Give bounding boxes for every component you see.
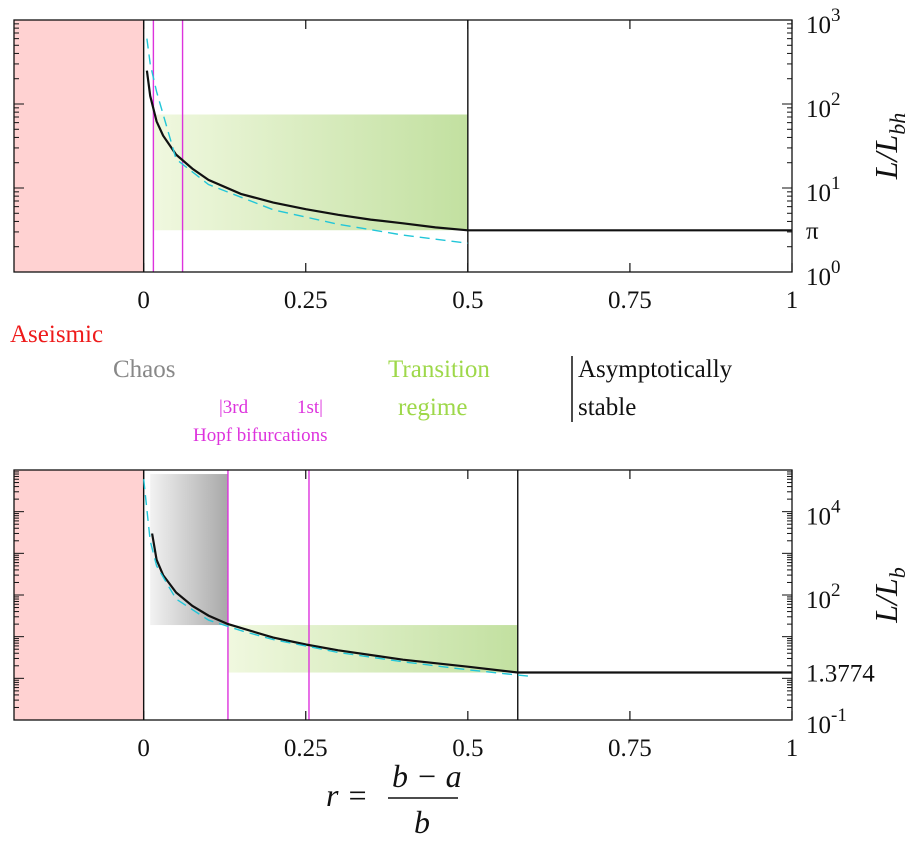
bottom-y-tick-label-2: 104 xyxy=(806,497,841,531)
hopf-label: Hopf bifurcations xyxy=(193,425,328,446)
bottom-x-tick-label-0: 0 xyxy=(137,735,150,762)
top-asymptote-curve xyxy=(146,38,468,244)
bottom-x-tick-label-1: 0.25 xyxy=(284,735,328,762)
bottom-aseismic-region xyxy=(14,470,144,720)
top-plot-frame xyxy=(13,19,793,273)
x-axis-label: r = b − a b xyxy=(326,758,462,840)
bottom-x-tick-label-3: 0.75 xyxy=(608,735,652,762)
bottom-y-tick-exponent-0: -1 xyxy=(831,705,847,726)
top-y-axis-label-subscript: bh xyxy=(885,113,907,135)
first-hopf-label: 1st| xyxy=(297,397,323,418)
top-y-tick-label-2: 102 xyxy=(806,89,841,123)
asymptotic-label-2: stable xyxy=(578,394,636,421)
x-axis-label-denominator: b xyxy=(414,804,430,840)
transition-label-1: Transition xyxy=(388,356,490,383)
top-y-tick-label-1: 101 xyxy=(806,173,841,207)
bottom-panel: 0 0.25 0.5 0.75 1 10-1 102 104 1.3774 L/Lb xyxy=(13,469,907,762)
top-y-axis-label: L/Lbh xyxy=(868,113,907,180)
top-x-tick-label-4: 1 xyxy=(786,287,799,314)
top-x-tick-label-3: 0.75 xyxy=(608,287,652,314)
top-transition-region xyxy=(153,114,468,231)
top-y-tick-label-3: 103 xyxy=(806,5,841,39)
top-y-tick-exponent-0: 0 xyxy=(831,257,841,278)
top-x-tick-label-1: 0.25 xyxy=(284,287,328,314)
third-hopf-label: |3rd xyxy=(219,397,249,418)
top-y-tick-exponent-3: 3 xyxy=(831,5,841,26)
top-y-tick-exponent-2: 2 xyxy=(831,89,841,110)
bottom-x-tick-label-4: 1 xyxy=(786,735,799,762)
asymptotic-label-1: Asymptotically xyxy=(578,356,733,383)
top-aseismic-region xyxy=(14,20,144,272)
top-x-tick-label-0: 0 xyxy=(137,287,150,314)
bottom-y-tick-label-0: 10-1 xyxy=(806,705,847,739)
bottom-special-tick-label: 1.3774 xyxy=(806,661,875,688)
aseismic-label: Aseismic xyxy=(10,321,103,348)
transition-label-2: regime xyxy=(398,394,467,421)
bottom-y-tick-exponent-1: 2 xyxy=(831,580,841,601)
x-axis-label-numerator: b − a xyxy=(392,758,462,794)
top-y-tick-exponent-1: 1 xyxy=(831,173,841,194)
regime-labels: Aseismic Chaos |3rd 1st| Hopf bifurcatio… xyxy=(10,321,733,446)
bottom-y-axis-label: L/Lb xyxy=(868,567,907,623)
bottom-chaos-region xyxy=(150,474,228,626)
bottom-y-axis-label-subscript: b xyxy=(885,567,907,578)
top-y-tick-label-0: 100 xyxy=(806,257,841,291)
top-solution-curve xyxy=(145,70,792,232)
bottom-asymptote-curve xyxy=(143,479,533,678)
chaos-label: Chaos xyxy=(113,356,176,383)
top-special-tick-label: π xyxy=(806,218,819,245)
bottom-solution-curve xyxy=(151,533,792,674)
x-axis-label-r: r = xyxy=(326,777,368,813)
bottom-transition-region xyxy=(227,625,518,673)
bottom-y-tick-exponent-2: 4 xyxy=(831,497,841,518)
top-x-tick-label-2: 0.5 xyxy=(452,287,483,314)
bottom-x-tick-label-2: 0.5 xyxy=(452,735,483,762)
bottom-y-tick-label-1: 102 xyxy=(806,580,841,614)
